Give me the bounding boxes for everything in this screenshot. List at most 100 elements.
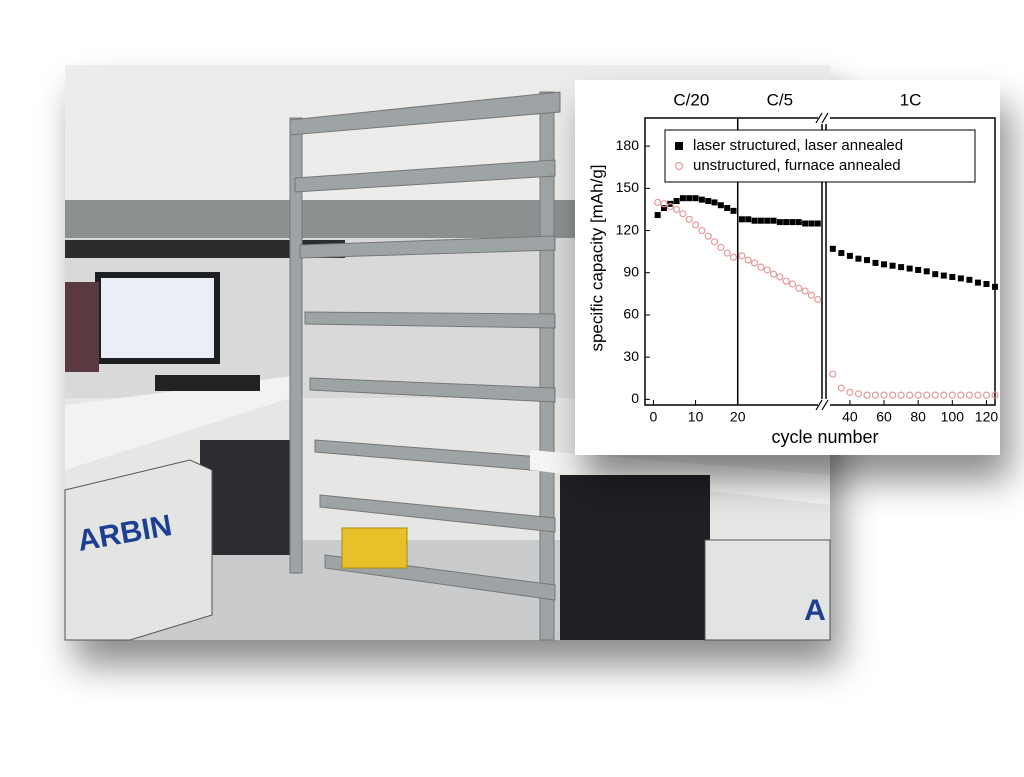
data-point <box>906 391 914 399</box>
data-point <box>795 219 802 226</box>
data-point <box>710 238 719 246</box>
plot-frame <box>644 117 823 406</box>
data-point <box>948 391 956 399</box>
data-point <box>750 259 759 267</box>
brand-label: A <box>804 594 826 627</box>
x-tick-label: 120 <box>975 409 999 425</box>
data-point <box>965 391 973 399</box>
data-point <box>692 195 699 202</box>
legend-entry: unstructured, furnace annealed <box>674 157 901 174</box>
data-point <box>889 262 896 269</box>
data-point <box>738 252 746 260</box>
data-point <box>808 220 815 227</box>
data-point <box>698 226 706 235</box>
data-point <box>764 217 771 224</box>
legend-marker <box>674 161 684 171</box>
data-point <box>698 196 705 203</box>
legend-box <box>664 129 976 183</box>
data-point <box>691 221 700 229</box>
data-point <box>940 391 948 399</box>
data-point <box>957 391 965 399</box>
data-point <box>932 271 939 278</box>
data-point <box>776 273 784 281</box>
data-point <box>966 276 973 283</box>
data-point <box>838 250 845 257</box>
data-point <box>949 273 956 280</box>
data-point <box>711 199 718 206</box>
arbin-box-right <box>704 539 831 641</box>
legend-entry: laser structured, laser annealed <box>675 137 903 154</box>
data-point <box>915 266 922 273</box>
rack <box>560 475 710 640</box>
data-point <box>846 388 854 396</box>
data-point <box>769 270 778 278</box>
x-tick-label: 100 <box>941 409 965 425</box>
data-point <box>654 198 662 207</box>
monitor-screen <box>101 278 214 358</box>
data-point <box>795 284 803 292</box>
y-tick-label: 0 <box>631 390 639 406</box>
data-point <box>782 277 790 285</box>
data-point <box>881 261 888 268</box>
y-tick-label: 90 <box>623 263 639 279</box>
section-label: C/20 <box>673 90 709 109</box>
data-point <box>717 243 725 252</box>
yellow-box <box>341 527 408 569</box>
data-point <box>991 391 999 399</box>
data-point <box>897 391 905 399</box>
data-point <box>940 272 947 279</box>
data-point <box>880 391 888 399</box>
pipe <box>65 240 345 258</box>
data-point <box>717 202 724 209</box>
x-axis-label: cycle number <box>771 427 878 447</box>
data-point <box>763 266 771 274</box>
data-point <box>660 205 667 212</box>
data-point <box>654 212 661 219</box>
data-point <box>829 245 836 252</box>
data-point <box>872 259 879 266</box>
y-tick-label: 180 <box>616 137 640 153</box>
data-point <box>666 203 674 211</box>
legend-marker <box>675 142 683 150</box>
data-point <box>863 391 871 399</box>
section-label: 1C <box>900 90 922 109</box>
data-point <box>983 281 990 288</box>
x-tick-label: 40 <box>842 409 858 425</box>
data-point <box>814 220 821 227</box>
data-point <box>788 280 797 288</box>
data-point <box>888 391 897 399</box>
data-point <box>992 283 998 290</box>
data-point <box>729 253 738 261</box>
legend-label: unstructured, furnace annealed <box>693 157 901 174</box>
desk <box>65 375 300 470</box>
data-point <box>906 265 913 272</box>
data-point <box>898 264 905 271</box>
data-point <box>673 198 680 205</box>
data-point <box>757 263 765 271</box>
x-tick-label: 80 <box>910 409 926 425</box>
data-point <box>679 195 686 202</box>
data-point <box>751 217 758 224</box>
plot-frame <box>825 117 996 406</box>
data-point <box>855 255 862 262</box>
data-point <box>923 268 930 275</box>
data-point <box>846 252 853 259</box>
legend-label: laser structured, laser annealed <box>693 137 903 154</box>
data-point <box>673 205 681 214</box>
data-point <box>982 391 991 399</box>
x-tick-label: 60 <box>876 409 892 425</box>
data-point <box>660 200 668 208</box>
data-point <box>770 217 777 224</box>
data-point <box>801 287 809 295</box>
data-point <box>686 195 693 202</box>
data-point <box>730 207 737 214</box>
x-tick-label: 0 <box>650 409 658 425</box>
data-point <box>757 217 764 224</box>
data-point <box>723 249 731 257</box>
axis-break-mark <box>815 112 829 411</box>
data-point <box>814 295 822 304</box>
data-point <box>724 205 731 212</box>
y-tick-label: 120 <box>616 221 640 237</box>
